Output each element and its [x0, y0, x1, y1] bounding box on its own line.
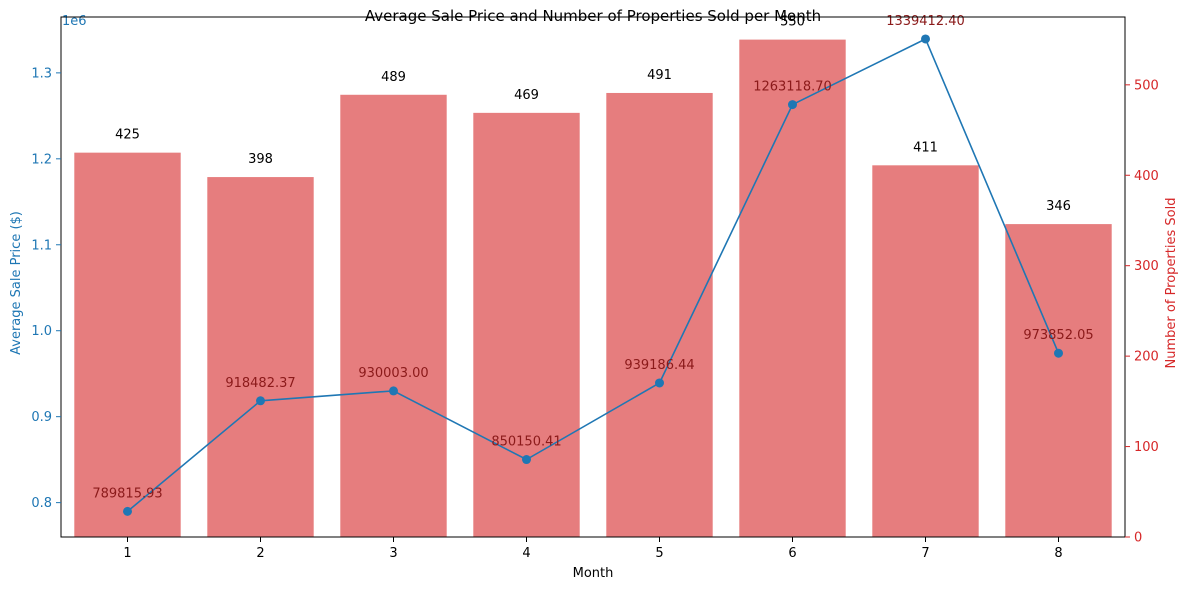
price-label-month-6: 1263118.70: [753, 80, 832, 95]
price-label-month-7: 1339412.40: [886, 14, 965, 29]
bars-layer: [74, 39, 1112, 538]
bar-label-month-8: 346: [1046, 199, 1071, 214]
price-point-8: [1054, 348, 1063, 358]
bar-label-month-5: 491: [647, 68, 672, 83]
x-tick-label-6: 6: [788, 546, 796, 561]
price-label-month-1: 789815.93: [92, 486, 162, 501]
x-tick-label-8: 8: [1054, 546, 1062, 561]
right-tick-label-3: 300: [1134, 259, 1159, 274]
price-label-month-5: 939186.44: [624, 358, 694, 373]
bar-month-6: [739, 39, 846, 537]
right-tick-label-5: 500: [1134, 78, 1159, 93]
axes-layer: 1 2 3 4 5 6 7 8 0.8 0.9 1.0 1.1 1.2 1.3 0 100 200 300 400 5…: [31, 16, 1159, 561]
bar-month-4: [473, 112, 580, 537]
bar-month-8: [1005, 224, 1112, 538]
price-point-7: [921, 34, 930, 44]
right-y-axis-label: Number of Properties Sold: [1164, 198, 1179, 369]
x-axis-label: Month: [573, 566, 614, 581]
bar-label-month-2: 398: [248, 152, 273, 167]
price-line: [126, 37, 1060, 512]
x-tick-label-2: 2: [256, 546, 264, 561]
right-tick-label-0: 0: [1134, 531, 1142, 546]
left-y-axis-label: Average Sale Price ($): [9, 211, 24, 355]
x-tick-label-7: 7: [921, 546, 929, 561]
price-label-month-8: 973852.05: [1023, 328, 1093, 343]
plot-frame: [60, 16, 1126, 538]
left-tick-label-1: 0.9: [31, 410, 52, 425]
left-tick-label-5: 1.3: [31, 66, 52, 81]
line-layer: [123, 34, 1063, 516]
right-tick-label-2: 200: [1134, 350, 1159, 365]
right-tick-label-1: 100: [1134, 440, 1159, 455]
x-tick-label-3: 3: [389, 546, 397, 561]
bar-month-3: [340, 94, 447, 537]
x-tick-label-4: 4: [522, 546, 530, 561]
price-point-1: [123, 506, 132, 516]
right-tick-label-4: 400: [1134, 169, 1159, 184]
left-tick-label-2: 1.0: [31, 324, 52, 339]
bar-month-1: [74, 152, 181, 538]
left-tick-label-3: 1.1: [31, 238, 52, 253]
price-point-5: [655, 378, 664, 388]
left-tick-label-4: 1.2: [31, 152, 52, 167]
bar-label-month-3: 489: [381, 70, 406, 85]
price-point-2: [256, 396, 265, 406]
price-point-4: [522, 455, 531, 465]
bar-month-2: [207, 177, 314, 537]
x-tick-label-1: 1: [123, 546, 131, 561]
bar-month-5: [606, 92, 713, 538]
price-label-month-3: 930003.00: [358, 366, 428, 381]
price-label-month-4: 850150.41: [491, 435, 561, 450]
x-tick-label-5: 5: [655, 546, 663, 561]
left-tick-label-0: 0.8: [31, 496, 52, 511]
bar-month-7: [872, 165, 979, 537]
price-label-month-2: 918482.37: [225, 376, 295, 391]
bar-label-month-4: 469: [514, 88, 539, 103]
labels-layer: 425 398 489 469 491 550 411 346 789815.93 918482.…: [92, 14, 1093, 501]
left-axis-offset-label: 1e6: [62, 14, 87, 29]
chart-title: Average Sale Price and Number of Propert…: [365, 7, 821, 25]
price-point-6: [788, 100, 797, 110]
price-point-3: [389, 386, 398, 396]
bar-label-month-1: 425: [115, 128, 140, 143]
bar-label-month-7: 411: [913, 140, 938, 155]
bar-label-month-6: 550: [780, 15, 805, 30]
